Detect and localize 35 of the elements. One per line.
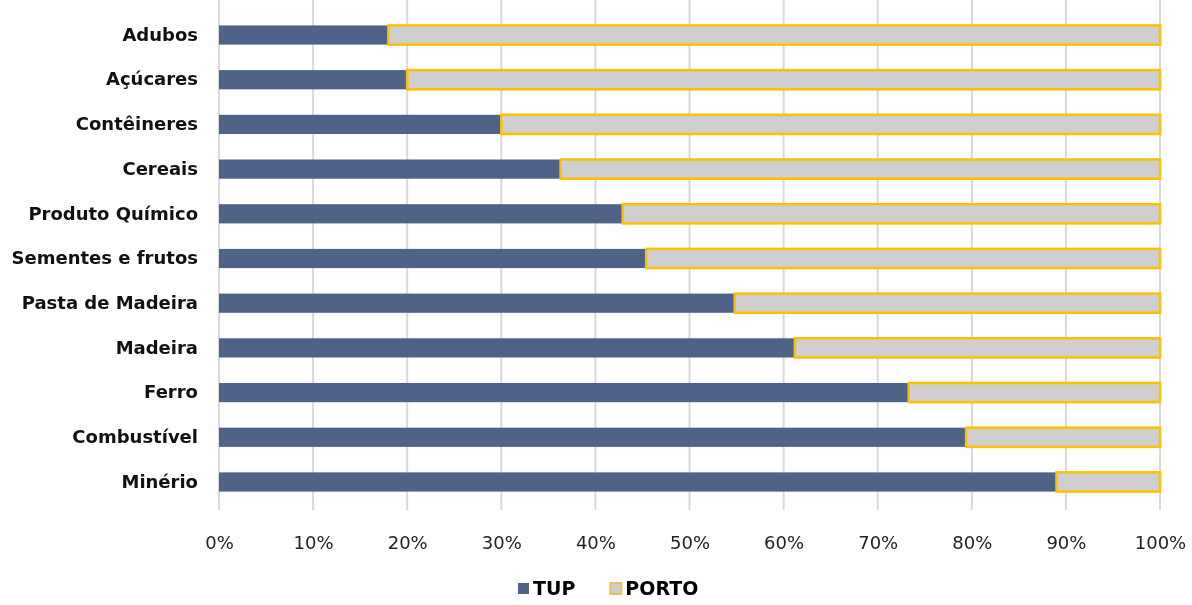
x-tick-label: 20% [387, 531, 428, 553]
y-tick-label: Açúcares [105, 68, 198, 90]
x-tick-label: 30% [481, 531, 522, 553]
x-tick-label: 80% [952, 531, 993, 553]
bar [219, 427, 967, 447]
x-tick-label: 40% [575, 531, 616, 553]
x-tick-label: 0% [205, 531, 234, 553]
y-tick-label: Contêineres [75, 113, 198, 135]
x-tick-label: 10% [293, 531, 334, 553]
y-tick-label: Combustível [72, 426, 198, 448]
y-tick-label: Sementes e frutos [11, 247, 198, 269]
y-tick-label: Produto Químico [28, 202, 198, 224]
legend-label: PORTO [625, 577, 699, 599]
bar [219, 204, 623, 224]
y-tick-label: Madeira [115, 336, 198, 358]
bar [219, 114, 502, 135]
y-tick-label: Pasta de Madeira [21, 291, 198, 313]
y-tick-label: Adubos [122, 23, 198, 45]
bar [219, 25, 389, 45]
bar [219, 338, 795, 358]
bar [219, 293, 735, 313]
x-tick-label: 50% [669, 531, 711, 553]
bar [219, 248, 647, 269]
bar [219, 382, 909, 403]
y-tick-label: Minério [121, 470, 198, 492]
x-tick-label: 70% [858, 531, 899, 553]
bar [219, 472, 1057, 492]
bar [219, 159, 561, 179]
y-tick-label: Cereais [122, 157, 198, 179]
legend-label: TUP [533, 577, 576, 599]
bar [219, 70, 408, 90]
y-tick-label: Ferro [144, 381, 198, 403]
x-tick-label: 90% [1046, 531, 1087, 553]
x-tick-label: 60% [764, 531, 805, 553]
x-tick-label: 100% [1134, 531, 1187, 553]
